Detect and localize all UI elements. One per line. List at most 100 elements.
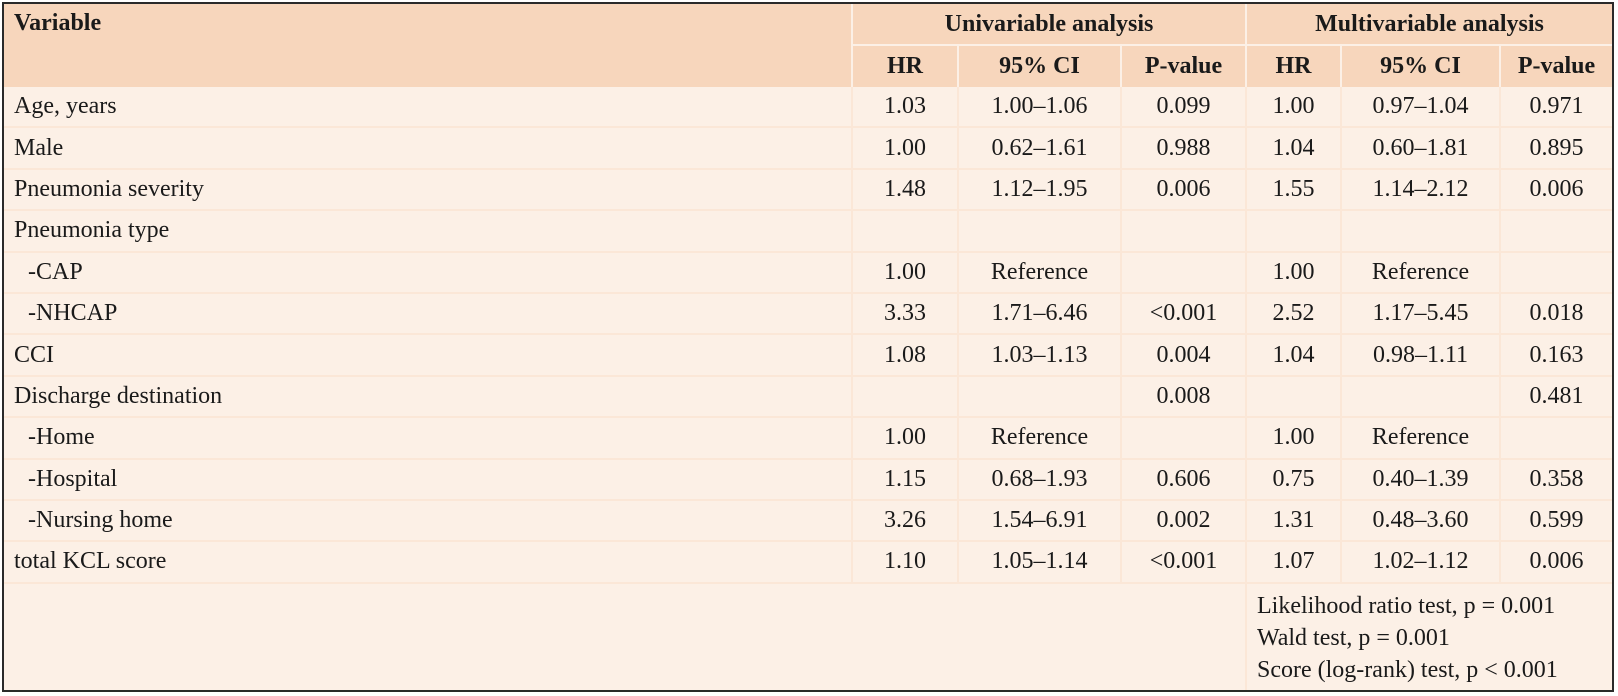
cell-uni-pvalue: 0.004 (1121, 334, 1247, 377)
model-test-note: Score (log-rank) test, p < 0.001 (1257, 656, 1558, 683)
header-multi-pvalue: P-value (1500, 45, 1612, 87)
cell-multi-hr: 1.31 (1246, 499, 1342, 543)
cell-uni-hr: 1.10 (852, 541, 959, 584)
cell-multi-hr (1246, 375, 1342, 419)
table-row: -Hospital 1.15 0.68–1.93 0.606 0.75 0.40–1.39… (4, 458, 1612, 501)
cell-uni-hr: 1.00 (852, 251, 959, 294)
cell-uni-ci (958, 210, 1122, 253)
cell-uni-hr: 1.48 (852, 168, 959, 212)
cell-uni-hr: 1.15 (852, 458, 959, 501)
cell-uni-pvalue (1121, 417, 1247, 460)
header-variable: Variable (4, 4, 853, 87)
cell-uni-pvalue: 0.606 (1121, 458, 1247, 501)
table-body: Age, years 1.03 1.00–1.06 0.099 1.00 0.97–1.0… (4, 87, 1612, 690)
table-row: Age, years 1.03 1.00–1.06 0.099 1.00 0.97–1.0… (4, 87, 1612, 129)
row-label: CCI (4, 334, 853, 377)
table-row: Discharge destination 0.008 0.481 (4, 375, 1612, 419)
table-row: -Nursing home 3.26 1.54–6.91 0.002 1.31 0.48–… (4, 499, 1612, 543)
cell-multi-hr: 1.07 (1246, 541, 1342, 584)
cell-uni-pvalue: <0.001 (1121, 292, 1247, 336)
row-label: Age, years (4, 87, 853, 129)
table-row: Pneumonia type (4, 210, 1612, 253)
cell-uni-pvalue: 0.002 (1121, 499, 1247, 543)
cell-uni-hr (852, 375, 959, 419)
table-row: -NHCAP 3.33 1.71–6.46 <0.001 2.52 1.17–5.45 0.… (4, 292, 1612, 336)
cell-uni-ci: 1.03–1.13 (958, 334, 1122, 377)
cell-multi-pvalue: 0.895 (1500, 127, 1612, 170)
cell-multi-pvalue: 0.163 (1500, 334, 1612, 377)
cell-uni-pvalue: 0.099 (1121, 87, 1247, 129)
cell-multi-ci: 0.97–1.04 (1341, 87, 1501, 129)
cell-multi-ci: 0.40–1.39 (1341, 458, 1501, 501)
cell-multi-pvalue: 0.006 (1500, 168, 1612, 212)
row-label: -CAP (4, 251, 853, 294)
header-uni-ci: 95% CI (958, 45, 1122, 87)
cell-multi-pvalue: 0.006 (1500, 541, 1612, 584)
cell-multi-hr: 1.00 (1246, 87, 1342, 129)
row-label: -Hospital (4, 458, 853, 501)
header-multi-hr: HR (1246, 45, 1342, 87)
cell-uni-hr: 1.00 (852, 417, 959, 460)
cell-multi-pvalue (1500, 417, 1612, 460)
cell-multi-ci (1341, 210, 1501, 253)
header-multi-ci: 95% CI (1341, 45, 1501, 87)
cell-multi-pvalue: 0.018 (1500, 292, 1612, 336)
cell-multi-pvalue: 0.358 (1500, 458, 1612, 501)
cell-multi-pvalue: 0.599 (1500, 499, 1612, 543)
cell-uni-ci: 1.12–1.95 (958, 168, 1122, 212)
cell-uni-ci (958, 375, 1122, 419)
row-label: Pneumonia type (4, 210, 853, 253)
header-uni-hr: HR (852, 45, 959, 87)
cell-multi-hr: 1.04 (1246, 334, 1342, 377)
cell-uni-hr: 3.26 (852, 499, 959, 543)
cell-multi-ci: 0.98–1.11 (1341, 334, 1501, 377)
cell-multi-ci: 1.14–2.12 (1341, 168, 1501, 212)
table-row: Pneumonia severity 1.48 1.12–1.95 0.006 1.55… (4, 168, 1612, 212)
cell-multi-ci: 0.48–3.60 (1341, 499, 1501, 543)
cell-uni-ci: 0.62–1.61 (958, 127, 1122, 170)
cell-uni-ci: 1.71–6.46 (958, 292, 1122, 336)
notes-spacer (4, 582, 1247, 690)
cell-uni-ci: 0.68–1.93 (958, 458, 1122, 501)
cell-multi-hr: 1.04 (1246, 127, 1342, 170)
notes-row: Likelihood ratio test, p = 0.001 Wald tes… (4, 582, 1612, 690)
cell-uni-pvalue (1121, 210, 1247, 253)
cell-uni-hr (852, 210, 959, 253)
table-row: total KCL score 1.10 1.05–1.14 <0.001 1.07 1.… (4, 541, 1612, 584)
cell-multi-ci: 1.17–5.45 (1341, 292, 1501, 336)
cell-multi-pvalue (1500, 210, 1612, 253)
cell-uni-hr: 1.08 (852, 334, 959, 377)
header-univariable: Univariable analysis (852, 4, 1247, 46)
row-label: -Home (4, 417, 853, 460)
cell-uni-hr: 3.33 (852, 292, 959, 336)
cell-multi-ci: 1.02–1.12 (1341, 541, 1501, 584)
cell-uni-ci: Reference (958, 251, 1122, 294)
table-row: CCI 1.08 1.03–1.13 0.004 1.04 0.98–1.11 0.163 (4, 334, 1612, 377)
cell-uni-ci: 1.54–6.91 (958, 499, 1122, 543)
table-row: -CAP 1.00 Reference 1.00 Reference (4, 251, 1612, 294)
cell-multi-hr: 0.75 (1246, 458, 1342, 501)
cell-uni-pvalue: 0.008 (1121, 375, 1247, 419)
cell-uni-ci: Reference (958, 417, 1122, 460)
row-label: Discharge destination (4, 375, 853, 419)
cell-uni-pvalue: <0.001 (1121, 541, 1247, 584)
cell-uni-ci: 1.05–1.14 (958, 541, 1122, 584)
cell-multi-pvalue: 0.481 (1500, 375, 1612, 419)
row-label: Pneumonia severity (4, 168, 853, 212)
cell-uni-pvalue: 0.988 (1121, 127, 1247, 170)
cell-multi-ci: Reference (1341, 417, 1501, 460)
cell-uni-ci: 1.00–1.06 (958, 87, 1122, 129)
cell-multi-ci: Reference (1341, 251, 1501, 294)
model-test-note: Wald test, p = 0.001 (1257, 624, 1450, 651)
row-label: -NHCAP (4, 292, 853, 336)
cell-multi-ci (1341, 375, 1501, 419)
cell-multi-hr: 2.52 (1246, 292, 1342, 336)
row-label: total KCL score (4, 541, 853, 584)
header-uni-pvalue: P-value (1121, 45, 1247, 87)
hazard-ratio-table: Variable Univariable analysis Multivaria… (4, 4, 1612, 690)
model-test-notes: Likelihood ratio test, p = 0.001 Wald tes… (1246, 582, 1612, 690)
cell-multi-pvalue (1500, 251, 1612, 294)
table-row: -Home 1.00 Reference 1.00 Reference (4, 417, 1612, 460)
cell-multi-hr: 1.00 (1246, 251, 1342, 294)
